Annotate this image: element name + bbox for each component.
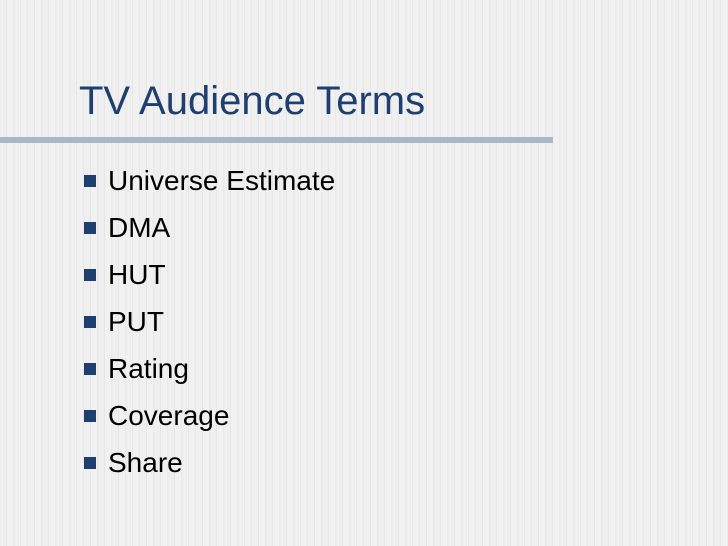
square-bullet-icon: [84, 456, 96, 469]
list-item: Universe Estimate: [84, 157, 335, 204]
bullet-text: HUT: [108, 258, 166, 290]
square-bullet-icon: [84, 315, 96, 328]
bullet-list: Universe Estimate DMA HUT PUT Rating Cov…: [84, 157, 335, 486]
list-item: PUT: [84, 298, 335, 345]
list-item: Share: [84, 439, 335, 486]
list-item: Coverage: [84, 392, 335, 439]
bullet-text: Rating: [108, 352, 189, 384]
square-bullet-icon: [84, 221, 96, 234]
bullet-text: Coverage: [108, 399, 230, 431]
slide-title: TV Audience Terms: [79, 79, 426, 123]
bullet-text: Share: [108, 446, 183, 478]
list-item: DMA: [84, 204, 335, 251]
square-bullet-icon: [84, 362, 96, 375]
title-divider: [0, 137, 553, 143]
square-bullet-icon: [84, 174, 96, 187]
list-item: Rating: [84, 345, 335, 392]
list-item: HUT: [84, 251, 335, 298]
bullet-text: PUT: [108, 305, 164, 337]
bullet-text: DMA: [108, 211, 171, 243]
square-bullet-icon: [84, 268, 96, 281]
square-bullet-icon: [84, 409, 96, 422]
bullet-text: Universe Estimate: [108, 164, 336, 196]
